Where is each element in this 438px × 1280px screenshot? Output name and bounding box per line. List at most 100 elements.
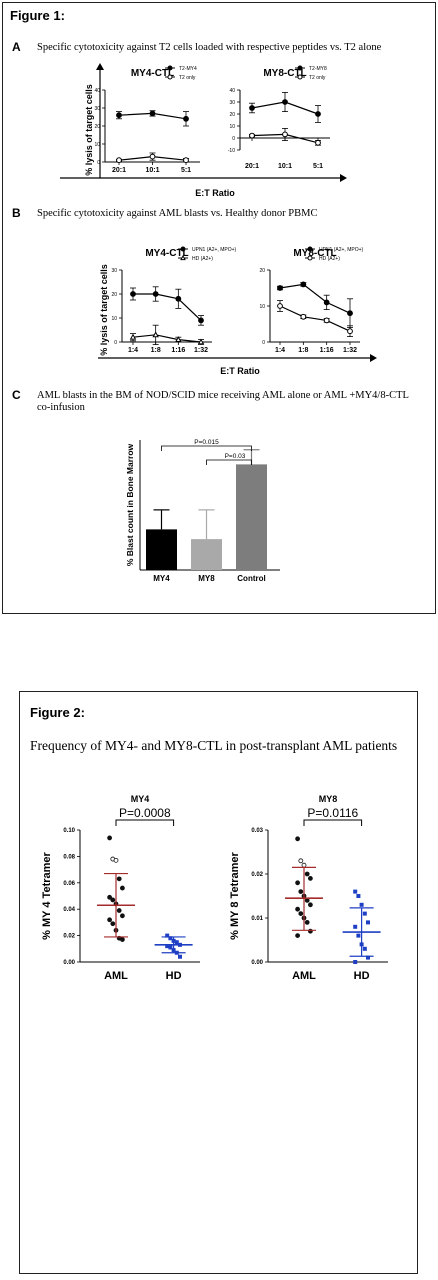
fig2-my8-point-1-3 [362, 911, 367, 916]
panel-b-my4-series-1-point-1 [152, 331, 159, 338]
panel-a-my4-title: MY4-CTL [131, 68, 174, 79]
panel-a-my8-ytick-label-0: -10 [228, 148, 235, 154]
panel-a-my4-xtick-label-0: 20:1 [112, 167, 126, 174]
panel-b-my4-xtick-label-1: 1:8 [151, 347, 161, 354]
panel-a-my8-series-1-point-2 [315, 139, 321, 146]
panel-b-my4-series-0-point-0 [130, 291, 136, 297]
panel-a-my4-ytick-label-2: 20 [94, 124, 100, 130]
figure-2-title: Figure 2: [30, 705, 85, 720]
fig2-my8-ylabel: % MY 8 Tetramer [229, 851, 241, 939]
fig2-my8-ytick-label-2: 0.02 [251, 872, 263, 878]
fig2-my8-point-0-6 [298, 889, 304, 894]
figure-2-frame [19, 691, 418, 1274]
fig2-my8-point-1-2 [359, 902, 364, 907]
fig2-my8-point-0-2 [301, 862, 307, 868]
fig2-my4-point-0-9 [120, 913, 125, 919]
fig2-my8-point-0-10 [295, 906, 301, 912]
panel-a-my8-series-1-point-1 [282, 131, 288, 138]
fig2-my8-ytick-label-3: 0.03 [251, 828, 263, 834]
panel-b-my4-xtick-label-2: 1:16 [171, 347, 185, 354]
fig2-my4-pvalue: P=0.0008 [119, 806, 171, 820]
panel-a-my8-ytick-label-5: 40 [229, 88, 235, 94]
fig2-my4-bracket [115, 819, 175, 826]
fig2-my4-ytick-label-1: 0.02 [63, 934, 75, 940]
panel-c-bracket-0 [161, 445, 252, 451]
panel-b-ylabel: % lysis of target cells [99, 264, 109, 356]
panel-b-my4-series-1-point-0 [129, 333, 137, 340]
panel-a-my8-title: MY8-CTL [263, 68, 306, 79]
fig2-my8-point-0-15 [295, 933, 301, 939]
fig2-my8-point-0-13 [304, 919, 310, 925]
fig2-my4-ytick-label-3: 0.06 [63, 881, 75, 887]
fig2-my4-point-0-11 [110, 921, 116, 927]
panel-a-my4-series-1-point-2 [183, 157, 189, 164]
panel-a-my8-xtick-label-1: 10:1 [278, 163, 292, 170]
panel-a-my4-series-1-point-1 [149, 153, 156, 160]
panel-b-my4-series-0-point-3 [198, 317, 204, 324]
panel-a-et-arrowhead [340, 174, 347, 182]
fig2-my8-point-1-6 [356, 933, 361, 938]
fig2-my4-point-0-14 [120, 937, 125, 942]
panel-b-xlabel: E:T Ratio [220, 366, 260, 376]
figure-2-subtitle: Frequency of MY4- and MY8-CTL in post-tr… [30, 738, 398, 753]
panel-b-letter: B [12, 206, 21, 220]
fig2-my4-title: MY4 [131, 794, 150, 804]
fig2-my8-title: MY8 [319, 794, 338, 804]
panel-b-my4-title: MY4-CTL [145, 248, 188, 259]
fig2-my4-category-1: HD [166, 970, 182, 982]
panel-a-letter: A [12, 40, 21, 54]
panel-c-description-line1: AML blasts in the BM of NOD/SCID mice re… [37, 390, 409, 401]
fig2-my8-point-0-1 [298, 858, 304, 864]
panel-b-description: Specific cytotoxicity against AML blasts… [37, 208, 318, 219]
panel-b-my4-legend-marker-0 [180, 246, 186, 252]
fig2-my4-category-0: AML [104, 970, 128, 982]
panel-a-my4-ytick-label-4: 40 [94, 88, 100, 94]
fig2-my8-bracket [303, 819, 363, 826]
panel-b-chart: MY4-CTL 0 10 20 30 1:4 1:8 1:16 1:32 UPN1 (A2+, M… [98, 246, 377, 376]
panel-c-bar-2 [236, 464, 267, 570]
fig2-my8-pvalue: P=0.0116 [307, 806, 358, 820]
panel-b-my4-legend-label-0: UPN1 (A2+, MPO+) [192, 247, 237, 253]
panel-b-my8-legend-marker-1 [307, 255, 313, 261]
panel-a-my4-series-0-point-2 [183, 115, 189, 122]
panel-a-my8-series-0-point-1 [282, 99, 288, 105]
panel-a-my4-series-1-point-0 [116, 157, 122, 164]
fig2-my4-ytick-label-2: 0.04 [63, 907, 75, 913]
fig2-my8-point-0-4 [307, 876, 313, 881]
panel-a-my4-legend-label-1: T2 only [179, 75, 196, 81]
fig2-my8-point-1-10 [353, 960, 358, 964]
fig2-my8-ytick-label-1: 0.01 [251, 916, 263, 922]
fig2-my4-point-0-8 [116, 908, 122, 913]
fig2-my8-point-0-9 [307, 902, 313, 908]
panel-a-my4-ytick-label-1: 10 [94, 142, 100, 148]
fig2-my4-ytick-label-5: 0.10 [63, 828, 75, 834]
fig2-my4-point-1-0 [165, 933, 170, 938]
fig2-my8-category-0: AML [292, 970, 316, 982]
fig2-my4-point-0-6 [110, 897, 116, 903]
panel-a-my4-xtick-label-2: 5:1 [181, 167, 191, 174]
fig2-my8-point-0-5 [295, 880, 301, 886]
fig2-my8-point-0-11 [298, 911, 304, 917]
panel-a-my4-series-0-point-1 [149, 110, 156, 117]
panel-b-my4-series-0-point-1 [152, 291, 159, 297]
fig2-my8-point-1-0 [353, 889, 358, 894]
panel-c-bar-0 [146, 529, 177, 570]
fig2-my4-point-1-5 [165, 944, 170, 949]
panel-a-my4-xtick-label-1: 10:1 [145, 167, 159, 174]
fig2-my4-point-1-9 [178, 954, 182, 959]
panel-b-my8-series-1-point-1 [300, 313, 307, 320]
panel-b-my4-series-1-point-2 [175, 336, 182, 343]
panel-c-annotation-0: P=0.015 [194, 439, 219, 446]
panel-c-ylabel: % Blast count in Bone Marrow [125, 443, 135, 566]
panel-b-my4-series-1-line [132, 334, 202, 343]
fig2-my8-point-0-0 [295, 836, 301, 842]
fig2-my4-point-0-10 [107, 917, 112, 923]
panel-c-bar-1 [191, 539, 222, 570]
fig2-my4-point-0-0 [107, 835, 112, 841]
panel-b-my8-series-1-line [279, 305, 351, 332]
panel-c-chart: % Blast count in Bone Marrow MY4 MY8 Contro… [125, 439, 280, 583]
panel-b-my4-xtick-label-3: 1:32 [194, 347, 208, 354]
panel-b-my8-title: MY8-CTL [293, 248, 336, 259]
fig2-my8-point-0-3 [304, 871, 310, 877]
panel-b-my4-legend-marker-1 [180, 254, 186, 261]
